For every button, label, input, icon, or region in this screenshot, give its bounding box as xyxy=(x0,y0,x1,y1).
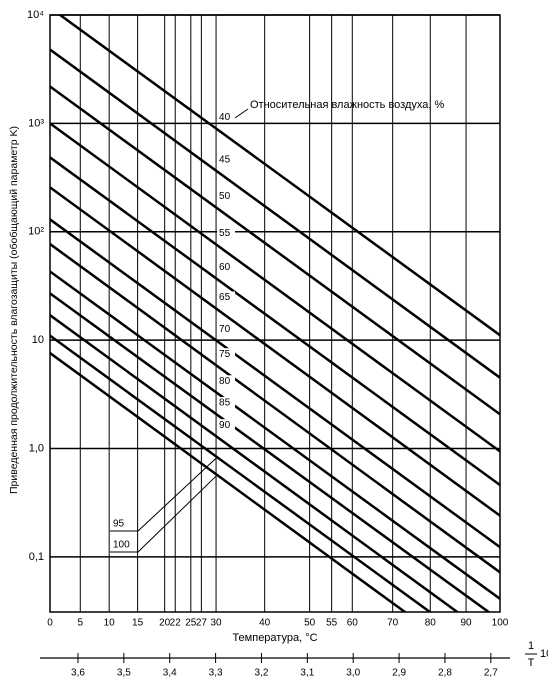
x2-tick-label: 2,9 xyxy=(392,668,406,679)
x-tick-label: 27 xyxy=(196,618,208,629)
label-leader xyxy=(110,456,219,532)
series-line xyxy=(50,186,500,517)
x2-tick-label: 3,6 xyxy=(71,668,85,679)
series-label: 60 xyxy=(219,262,231,273)
x2-tick-label: 3,2 xyxy=(255,668,269,679)
y-tick-label: 10 xyxy=(32,334,44,346)
x2-tick-label: 3,3 xyxy=(209,668,223,679)
series-label: 70 xyxy=(219,324,231,335)
series-label: 40 xyxy=(219,112,231,123)
label-bg xyxy=(217,323,236,335)
x-tick-label: 5 xyxy=(77,618,83,629)
label-bg xyxy=(217,261,236,273)
y-axis-label: Приведенная продолжительность влагозащит… xyxy=(8,126,20,494)
label-bg xyxy=(217,190,236,202)
x-tick-label: 15 xyxy=(132,618,144,629)
x-tick-label: 0 xyxy=(47,618,53,629)
series-line xyxy=(50,292,491,612)
label-bg xyxy=(217,397,236,409)
x2-tick-label: 2,8 xyxy=(438,668,452,679)
label-bg xyxy=(217,111,236,123)
x-tick-label: 90 xyxy=(460,618,472,629)
series-line xyxy=(50,314,460,612)
label-bg xyxy=(217,291,236,303)
x-tick-label: 22 xyxy=(170,618,182,629)
y-tick-label: 10⁴ xyxy=(27,9,44,21)
series-label: 55 xyxy=(219,228,231,239)
series-line xyxy=(50,156,500,487)
x2-tick-label: 3,4 xyxy=(163,668,177,679)
annotation: Относительная влажность воздуха, % xyxy=(250,99,444,111)
label-bg xyxy=(217,419,236,431)
label-bg xyxy=(217,227,236,239)
series-line xyxy=(50,48,500,379)
series-label: 85 xyxy=(219,398,231,409)
x2-label-denominator: T xyxy=(528,657,535,669)
label-leader xyxy=(110,473,219,553)
x-tick-label: 25 xyxy=(185,618,197,629)
y-tick-label: 0,1 xyxy=(29,551,44,563)
series-line xyxy=(50,270,500,600)
plot-lines xyxy=(50,15,500,612)
y-tick-label: 1,0 xyxy=(29,442,44,454)
x-tick-label: 30 xyxy=(210,618,222,629)
x-tick-label: 50 xyxy=(304,618,316,629)
series-label: 95 xyxy=(113,519,125,530)
series-label: 90 xyxy=(219,420,231,431)
series-line xyxy=(50,218,500,549)
y-tick-label: 10³ xyxy=(28,117,44,129)
x-tick-label: 10 xyxy=(104,618,116,629)
series-line xyxy=(50,122,500,453)
series-label: 80 xyxy=(219,376,231,387)
x2-tick-label: 3,5 xyxy=(117,668,131,679)
series-label: 45 xyxy=(219,154,231,165)
series-label: 50 xyxy=(219,191,231,202)
x-axis-label: Температура, °С xyxy=(232,632,317,644)
label-bg xyxy=(217,348,236,360)
series-line xyxy=(50,243,500,574)
x2-label-factor: 10³ xyxy=(540,648,548,660)
x2-tick-label: 2,7 xyxy=(484,668,498,679)
label-bg xyxy=(217,153,236,165)
x2-tick-label: 3,0 xyxy=(346,668,360,679)
x-tick-label: 70 xyxy=(387,618,399,629)
series-label: 100 xyxy=(113,540,130,551)
x-tick-label: 60 xyxy=(347,618,359,629)
series-line xyxy=(58,15,500,337)
x-tick-label: 55 xyxy=(326,618,338,629)
y-tick-label: 10² xyxy=(28,226,44,238)
x-tick-label: 80 xyxy=(425,618,437,629)
x2-tick-label: 3,1 xyxy=(300,668,314,679)
x-tick-label: 20 xyxy=(159,618,171,629)
x-tick-label: 40 xyxy=(259,618,271,629)
series-line xyxy=(50,352,408,612)
series-line xyxy=(50,85,500,416)
x2-label-numerator: 1 xyxy=(528,640,534,652)
series-line xyxy=(50,334,433,612)
series-label: 75 xyxy=(219,349,231,360)
series-label: 65 xyxy=(219,292,231,303)
label-bg xyxy=(217,375,236,387)
x-tick-label: 100 xyxy=(492,618,509,629)
